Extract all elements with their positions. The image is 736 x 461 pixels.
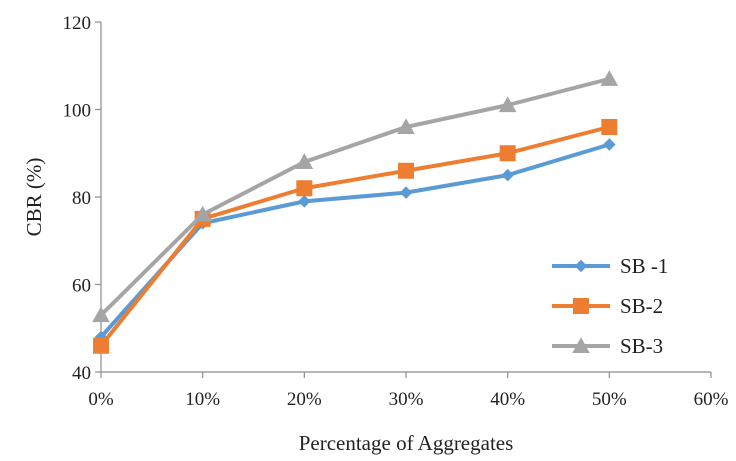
x-axis-title: Percentage of Aggregates	[299, 431, 514, 455]
y-tick-label: 80	[72, 188, 91, 209]
legend-item: SB -1	[552, 254, 668, 278]
data-point	[193, 205, 212, 222]
axes: 40 60 80 100 120 0% 10% 20% 30% 40% 50% 60%	[63, 13, 729, 410]
data-point	[93, 337, 109, 354]
legend-label: SB-3	[620, 334, 663, 358]
data-point	[92, 306, 110, 323]
series-sb-2	[93, 119, 618, 354]
data-point	[499, 145, 516, 162]
y-tick-label: 60	[72, 276, 91, 297]
legend-label: SB-2	[620, 294, 663, 318]
x-tick-label: 30%	[389, 389, 424, 410]
data-point	[501, 168, 514, 182]
legend-item: SB-3	[552, 334, 663, 358]
data-point	[498, 96, 517, 113]
data-point	[601, 119, 618, 135]
x-tick-label: 50%	[592, 389, 627, 410]
data-point	[600, 70, 619, 86]
legend-marker	[573, 298, 589, 314]
y-tick-label: 120	[63, 13, 92, 34]
series-line	[99, 76, 610, 317]
x-tick-label: 40%	[490, 389, 525, 410]
data-point	[397, 118, 415, 135]
x-tick-label: 10%	[185, 389, 220, 410]
series-layer	[92, 70, 619, 354]
y-ticks: 40 60 80 100 120	[63, 13, 101, 384]
series-line	[99, 125, 610, 348]
data-point	[295, 153, 314, 170]
series-sb-1	[94, 138, 616, 344]
x-ticks: 0% 10% 20% 30% 40% 50% 60%	[88, 372, 729, 410]
series-sb-3	[92, 70, 619, 323]
data-point	[398, 162, 414, 179]
data-point	[298, 195, 311, 208]
y-axis-title: CBR (%)	[22, 158, 46, 237]
y-tick-label: 100	[63, 101, 92, 122]
x-tick-label: 20%	[287, 389, 322, 410]
legend-marker	[574, 259, 588, 273]
data-point	[296, 180, 313, 197]
legend-item: SB-2	[552, 294, 663, 318]
legend-label: SB -1	[620, 254, 668, 278]
legend-marker	[572, 337, 590, 354]
data-point	[603, 138, 616, 151]
x-tick-label: 0%	[88, 389, 114, 410]
x-tick-label: 60%	[694, 389, 729, 410]
data-point	[399, 186, 413, 199]
y-tick-label: 40	[72, 363, 91, 384]
legend: SB -1 SB-2 SB-3	[552, 254, 668, 358]
